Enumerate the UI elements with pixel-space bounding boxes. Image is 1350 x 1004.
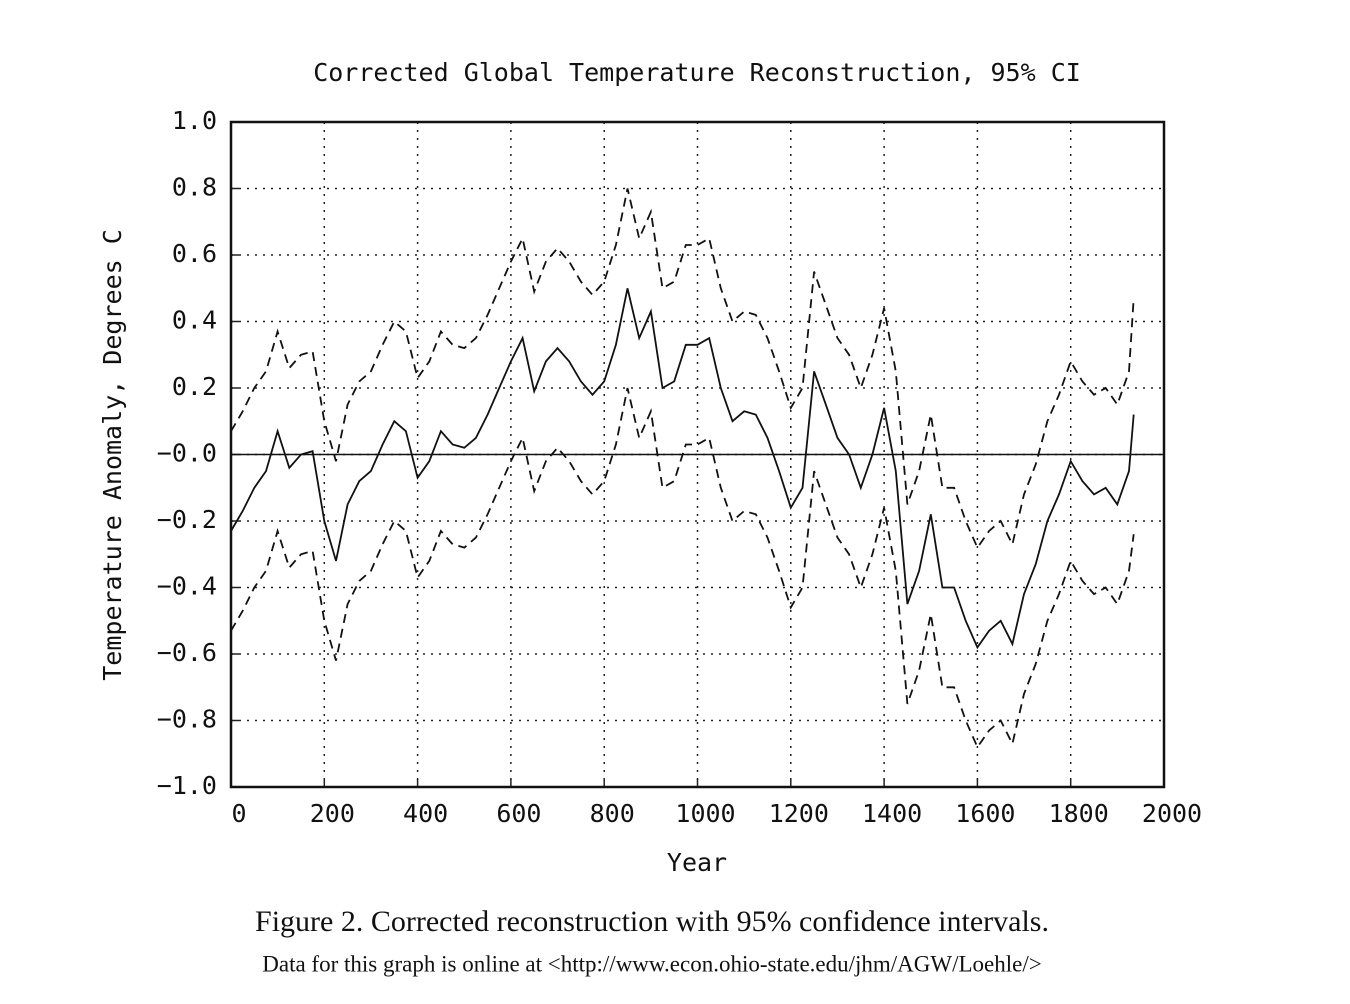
- caption: Figure 2. Corrected reconstruction with …: [255, 905, 1049, 938]
- series-line: [230, 387, 1135, 749]
- y-tick-label: 0.4: [172, 306, 217, 335]
- y-tick-label: 1.0: [172, 106, 217, 135]
- x-tick-label: 1400: [862, 799, 922, 828]
- x-tick-label: 200: [310, 799, 355, 828]
- y-tick-label: −0.2: [157, 505, 217, 534]
- x-axis-label: Year: [667, 848, 727, 877]
- x-tick-label: 800: [590, 799, 635, 828]
- x-tick-label: 1200: [769, 799, 829, 828]
- y-tick-label: −0.4: [157, 572, 217, 601]
- y-tick-label: −0.0: [157, 439, 217, 468]
- y-tick-label: 0.2: [172, 372, 217, 401]
- chart-title: Corrected Global Temperature Reconstruct…: [313, 58, 1081, 87]
- y-tick-label: −0.8: [157, 705, 217, 734]
- plot-frame: [229, 120, 1166, 789]
- x-tick-label: 1000: [675, 799, 735, 828]
- y-tick-label: 0.8: [172, 173, 217, 202]
- x-tick-label: 2000: [1142, 799, 1202, 828]
- x-tick-label: 600: [496, 799, 541, 828]
- y-tick-label: −1.0: [157, 771, 217, 800]
- x-tick-label: 400: [403, 799, 448, 828]
- x-tick-label: 0: [231, 799, 246, 828]
- series-line: [230, 188, 1135, 550]
- x-tick-label: 1600: [955, 799, 1015, 828]
- series-line: [230, 288, 1135, 650]
- y-tick-label: −0.6: [157, 638, 217, 667]
- note: Data for this graph is online at <http:/…: [262, 951, 1041, 976]
- x-tick-label: 1800: [1049, 799, 1109, 828]
- y-axis-label: Temperature Anomaly, Degrees C: [98, 229, 127, 681]
- y-tick-label: 0.6: [172, 239, 217, 268]
